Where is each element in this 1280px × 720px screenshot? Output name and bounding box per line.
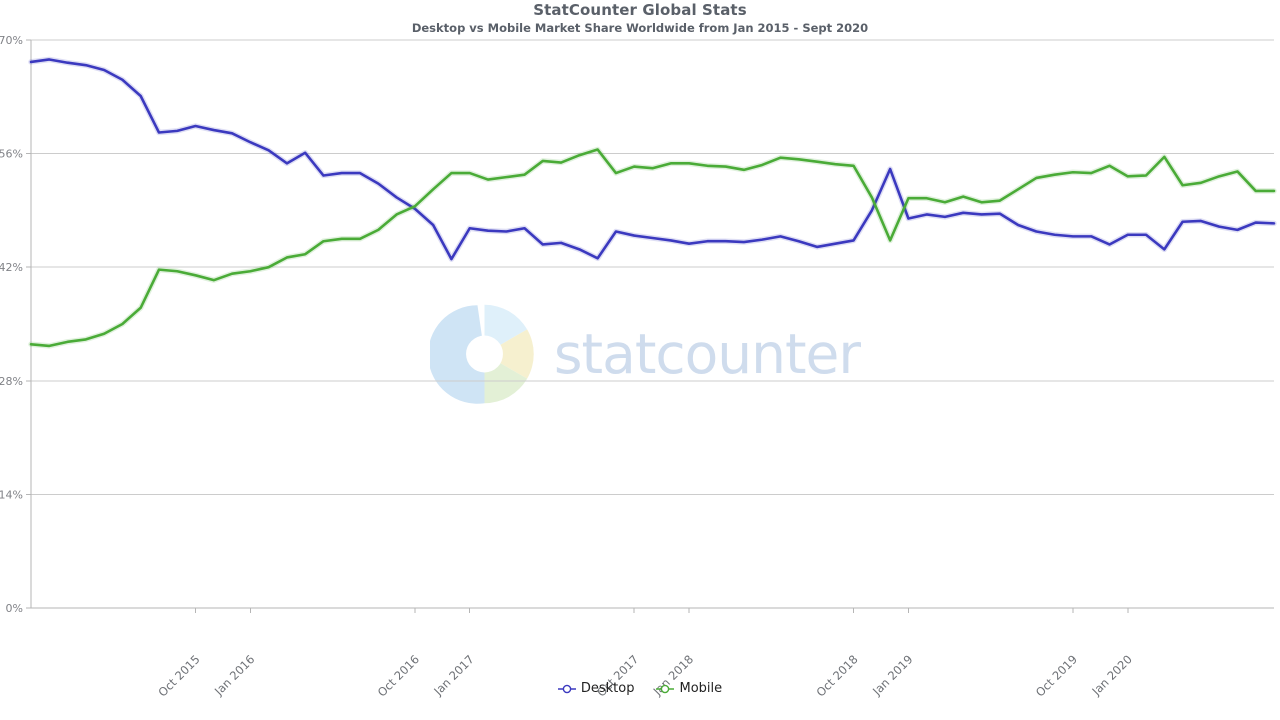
legend-label-desktop: Desktop bbox=[580, 681, 635, 696]
legend-marker-desktop-icon bbox=[557, 684, 576, 693]
data-series-group bbox=[28, 56, 1277, 349]
legend-label-mobile: Mobile bbox=[679, 681, 723, 696]
series-line-desktop[interactable] bbox=[29, 58, 1276, 261]
gridlines-group bbox=[30, 39, 1274, 609]
legend-item-desktop[interactable]: Desktop bbox=[557, 681, 635, 696]
chart-legend: Desktop Mobile bbox=[0, 681, 1280, 696]
series-glow-desktop bbox=[28, 56, 1277, 262]
chart-header: StatCounter Global Stats Desktop vs Mobi… bbox=[0, 0, 1280, 35]
legend-item-mobile[interactable]: Mobile bbox=[656, 681, 722, 696]
chart-subtitle: Desktop vs Mobile Market Share Worldwide… bbox=[411, 21, 869, 35]
page-title: StatCounter Global Stats bbox=[533, 1, 747, 19]
y-axis-tick-label: 42% bbox=[0, 261, 23, 274]
series-glow-mobile bbox=[28, 146, 1277, 349]
y-axis-tick-label: 0% bbox=[6, 602, 23, 615]
y-axis-tick-label: 70% bbox=[0, 34, 23, 47]
series-line-mobile[interactable] bbox=[29, 148, 1276, 348]
y-axis-tick-label: 14% bbox=[0, 488, 23, 501]
legend-marker-mobile-icon bbox=[656, 684, 675, 693]
y-axis-labels-group: 0% 14% 28% 42% 56% 70% bbox=[0, 34, 31, 615]
y-axis-tick-label: 28% bbox=[0, 375, 23, 388]
y-axis-tick-label: 56% bbox=[0, 148, 23, 161]
